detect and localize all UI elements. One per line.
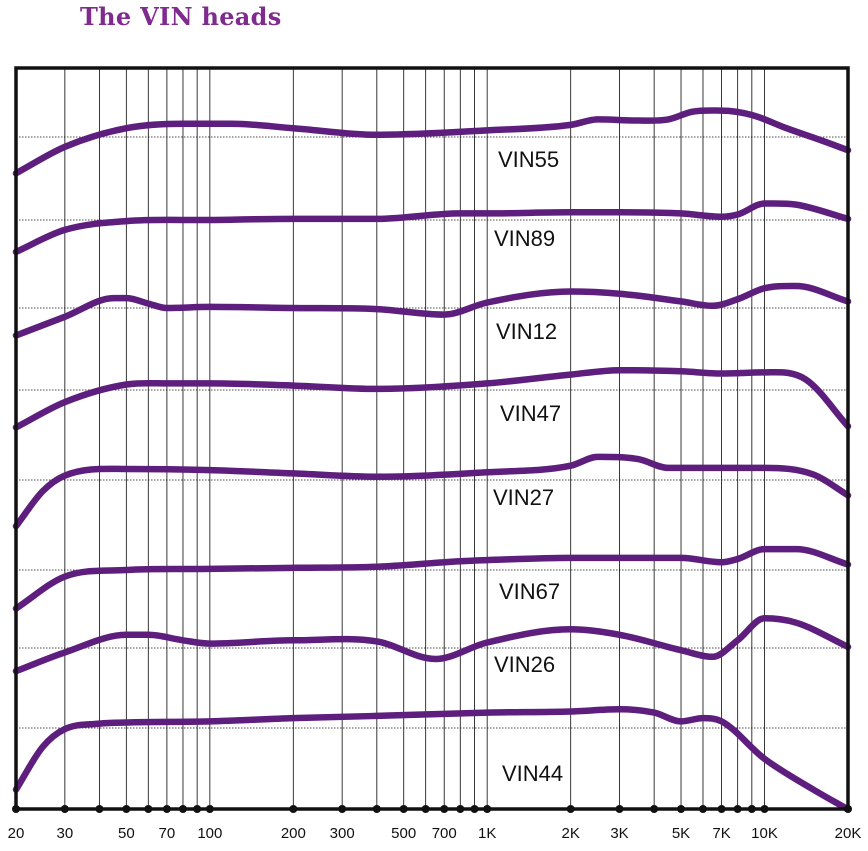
x-tick-dot — [399, 805, 408, 813]
series-curve-vin55 — [12, 107, 852, 177]
x-tick-dot — [95, 805, 104, 813]
series-label-vin89: VIN89 — [494, 226, 555, 251]
x-tick-dot — [338, 805, 347, 813]
x-tick-dot — [483, 805, 492, 813]
plot-frame — [14, 66, 850, 811]
x-tick-dot — [747, 805, 756, 813]
x-tick-label: 70 — [159, 825, 176, 842]
x-tick-label: 30 — [56, 825, 73, 842]
series-curve-vin12 — [12, 282, 852, 339]
series-label-vin12: VIN12 — [496, 319, 557, 344]
series-curve-vin26 — [12, 615, 852, 675]
x-tick-dot — [421, 805, 430, 813]
series-curves — [12, 107, 852, 813]
x-tick-label: 5K — [672, 825, 690, 842]
x-tick-dot — [440, 805, 449, 813]
series-label-vin47: VIN47 — [500, 401, 561, 426]
x-tick-dot — [566, 805, 575, 813]
series-label-vin67: VIN67 — [499, 579, 560, 604]
series-curve-vin27 — [12, 453, 852, 530]
x-tick-dot — [178, 805, 187, 813]
x-tick-label: 500 — [391, 825, 416, 842]
x-tick-label: 20K — [835, 825, 862, 842]
series-label-vin27: VIN27 — [493, 485, 554, 510]
series-curve-vin89 — [12, 200, 852, 256]
x-tick-dot — [122, 805, 131, 813]
x-tick-dot — [372, 805, 381, 813]
x-tick-label: 1K — [478, 825, 496, 842]
x-tick-dot — [677, 805, 686, 813]
series-label-vin55: VIN55 — [498, 147, 559, 172]
x-tick-dot — [193, 805, 202, 813]
x-tick-dot — [615, 805, 624, 813]
x-tick-label: 2K — [561, 825, 579, 842]
x-tick-label: 200 — [281, 825, 306, 842]
x-tick-dot — [650, 805, 659, 813]
x-tick-label: 7K — [712, 825, 730, 842]
x-tick-dot — [12, 805, 20, 813]
x-tick-dot — [717, 805, 726, 813]
x-tick-labels: 20 30 50 70 100 200 300 500 700 1K 2K 3K 5K 7K 10K 20K — [8, 825, 862, 842]
x-tick-label: 3K — [610, 825, 628, 842]
x-tick-dot — [144, 805, 153, 813]
x-tick-dot — [205, 805, 214, 813]
x-tick-dot — [844, 805, 852, 813]
x-tick-label: 700 — [432, 825, 457, 842]
x-tick-label: 300 — [330, 825, 355, 842]
chart-title: The VIN heads — [80, 2, 282, 31]
series-label-vin26: VIN26 — [494, 652, 555, 677]
x-tick-dots — [12, 805, 852, 813]
x-tick-dot — [733, 805, 742, 813]
series-curve-vin67 — [12, 545, 852, 612]
x-tick-dot — [698, 805, 707, 813]
x-tick-dot — [456, 805, 465, 813]
series-label-vin44: VIN44 — [502, 761, 563, 786]
series-labels: VIN55 VIN89 VIN12 VIN47 VIN27 VIN67 VIN26 VIN44 — [493, 147, 563, 786]
x-tick-label: 100 — [197, 825, 222, 842]
x-tick-label: 50 — [118, 825, 135, 842]
series-curve-vin44 — [12, 706, 852, 813]
x-tick-label: 20 — [8, 825, 25, 842]
grid-layer — [15, 68, 849, 809]
x-tick-dot — [60, 805, 69, 813]
reference-lines — [16, 136, 848, 729]
x-tick-dot — [470, 805, 479, 813]
x-tick-label: 10K — [751, 825, 778, 842]
series-curve-vin47 — [12, 366, 852, 431]
x-tick-dot — [289, 805, 298, 813]
x-tick-dot — [162, 805, 171, 813]
x-tick-dot — [760, 805, 769, 813]
